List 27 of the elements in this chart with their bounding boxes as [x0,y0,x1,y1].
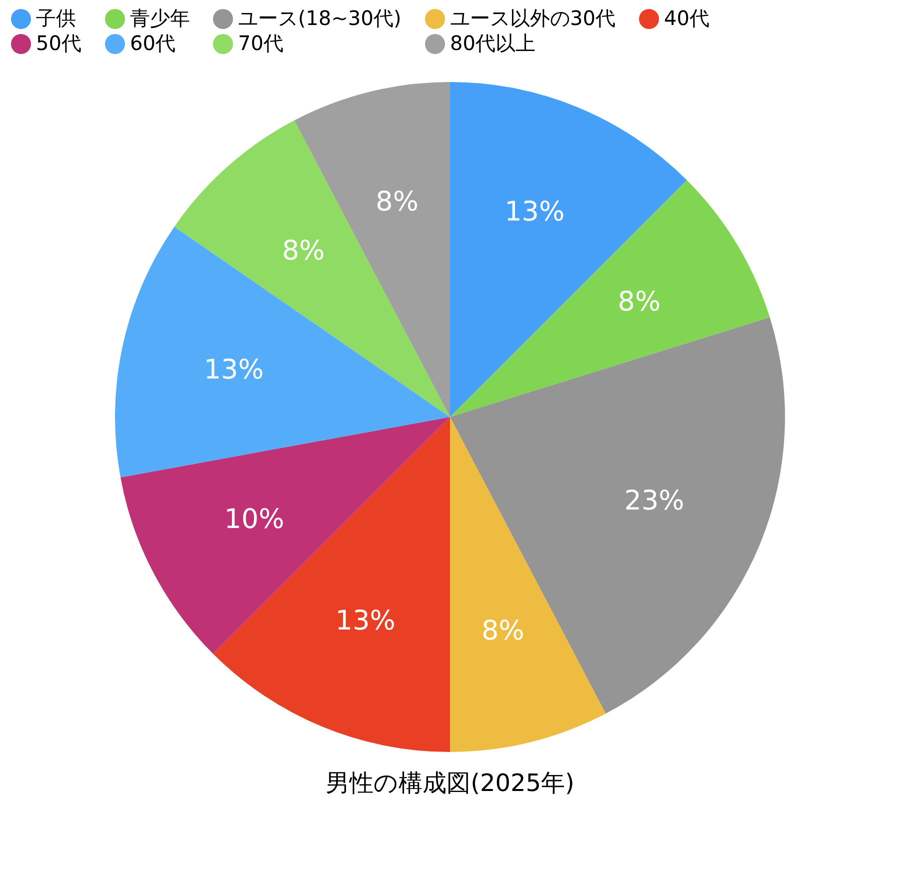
legend-label: 50代 [36,31,82,55]
legend-label: 80代以上 [450,31,536,55]
pie-slice [450,180,770,417]
pie-slice [120,417,450,654]
data-label: 10% [224,504,284,535]
data-label: 23% [624,486,684,517]
pie-slice [450,317,785,714]
data-label: 8% [376,186,419,218]
data-label: 8% [618,286,661,318]
legend-label: 60代 [130,31,176,55]
pie-slice [450,82,687,417]
pie-slice [450,417,606,752]
data-label: 13% [504,196,565,228]
text: 男性の構成図(2025年) [326,769,574,797]
legend-label: ユース以外の30代 [450,6,616,30]
data-label: 13% [204,354,264,386]
data-label: 8% [481,616,524,647]
legend-label: 40代 [664,6,710,30]
legend-label: 子供 [36,6,76,30]
legend-label: 70代 [238,31,284,55]
legend-label: 青少年 [130,6,190,30]
legend-label: ユース(18~30代) [238,6,402,30]
data-label: 8% [282,236,325,267]
pie-slice [174,120,450,417]
pie-slice [115,226,450,478]
pie-slice [213,417,450,752]
data-label: 13% [335,605,396,636]
